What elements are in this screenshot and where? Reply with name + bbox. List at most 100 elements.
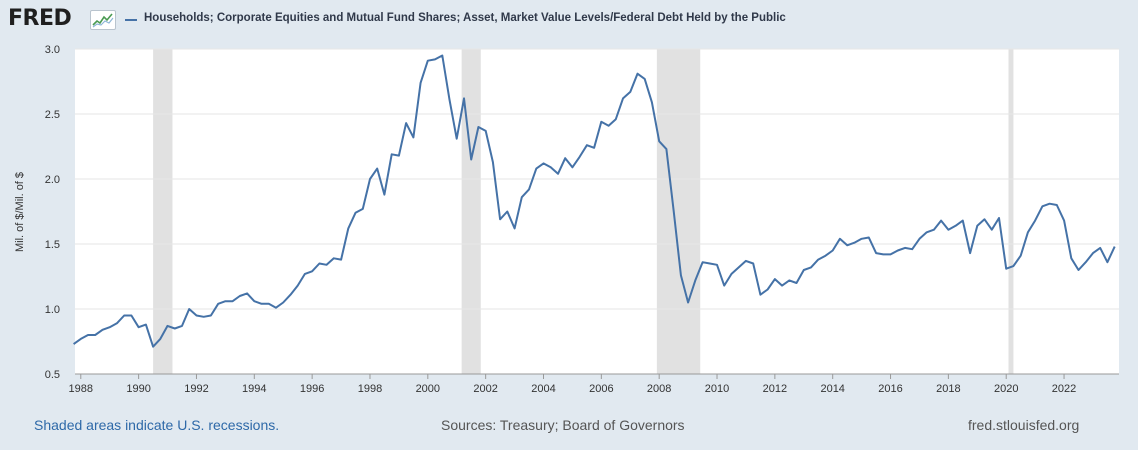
data-point [469, 157, 474, 162]
sources-text: Sources: Treasury; Board of Governors [441, 417, 685, 433]
x-tick-label: 2000 [416, 383, 440, 395]
data-point [736, 265, 741, 270]
data-point [700, 260, 705, 265]
data-point [404, 121, 409, 126]
data-point [266, 301, 271, 306]
data-point [1083, 260, 1088, 265]
data-point [975, 223, 980, 228]
data-point [548, 165, 553, 170]
x-tick-label: 2018 [936, 383, 960, 395]
data-point [1011, 264, 1016, 269]
data-point [649, 100, 654, 105]
data-point [180, 323, 185, 328]
data-point [1047, 201, 1052, 206]
data-point [382, 192, 387, 197]
data-point [317, 261, 322, 266]
data-point [461, 96, 466, 101]
data-point [1090, 251, 1095, 256]
x-tick-label: 1988 [69, 383, 93, 395]
x-tick-label: 2010 [705, 383, 729, 395]
data-point [1018, 253, 1023, 258]
y-tick-label: 0.5 [45, 369, 60, 381]
data-point [339, 257, 344, 262]
data-point [780, 283, 785, 288]
data-point [107, 325, 112, 330]
graph-icon [90, 10, 116, 30]
data-point [1054, 203, 1059, 208]
x-tick-label: 2008 [647, 383, 671, 395]
data-point [946, 227, 951, 232]
data-point [411, 135, 416, 140]
data-point [1098, 245, 1103, 250]
data-point [114, 321, 119, 326]
chart-header: FRED Households; Corporate Equities and … [0, 0, 1138, 40]
y-axis-ticks: 0.5 1.0 1.5 2.0 2.5 3.0 [45, 44, 60, 381]
recession-band [153, 49, 173, 374]
data-point [498, 217, 503, 222]
site-link[interactable]: fred.stlouisfed.org [968, 417, 1080, 433]
legend-series-label[interactable]: Households; Corporate Equities and Mutua… [144, 12, 786, 24]
x-tick-label: 2004 [531, 383, 555, 395]
data-point [678, 273, 683, 278]
data-point [939, 218, 944, 223]
data-point [917, 236, 922, 241]
data-point [606, 123, 611, 128]
data-point [86, 333, 91, 338]
data-point [476, 125, 481, 130]
data-point [686, 300, 691, 305]
data-point [527, 187, 532, 192]
data-point [512, 226, 517, 231]
x-tick-label: 1996 [300, 383, 324, 395]
y-tick-label: 3.0 [45, 44, 60, 56]
data-point [252, 299, 257, 304]
data-point [1040, 204, 1045, 209]
data-point [208, 313, 213, 318]
data-point [866, 235, 871, 240]
data-point [1105, 260, 1110, 265]
data-point [830, 248, 835, 253]
data-point [881, 252, 886, 257]
data-point [93, 333, 98, 338]
data-point [837, 236, 842, 241]
data-point [859, 236, 864, 241]
data-point [671, 208, 676, 213]
data-point [360, 206, 365, 211]
data-point [642, 76, 647, 81]
y-tick-label: 1.5 [45, 239, 60, 251]
data-point [845, 243, 850, 248]
data-point [888, 252, 893, 257]
data-point [122, 313, 127, 318]
data-point [288, 292, 293, 297]
data-point [599, 119, 604, 124]
x-tick-label: 2002 [473, 383, 497, 395]
data-point [129, 313, 134, 318]
data-point [440, 53, 445, 58]
data-point [924, 230, 929, 235]
data-point [187, 307, 192, 312]
recession-shading [153, 49, 1014, 374]
data-point [324, 262, 329, 267]
y-tick-label: 2.0 [45, 174, 60, 186]
series-line[interactable] [73, 54, 1116, 348]
data-point [433, 57, 438, 62]
data-point [722, 283, 727, 288]
fred-logo[interactable]: FRED [8, 6, 72, 31]
data-point [982, 217, 987, 222]
data-point [71, 342, 76, 347]
data-point [910, 247, 915, 252]
data-point [1076, 268, 1081, 273]
chart-area: 0.51.01.52.02.53.0 1988 1990 1992 1994 1996 1… [45, 44, 1119, 395]
data-point [628, 89, 633, 94]
data-point [158, 336, 163, 341]
data-point [729, 271, 734, 276]
data-point [996, 216, 1001, 221]
recession-band [656, 49, 701, 374]
data-point [874, 251, 879, 256]
recession-note-link[interactable]: Shaded areas indicate U.S. recessions. [34, 417, 280, 433]
data-point [237, 294, 242, 299]
data-point [555, 171, 560, 176]
data-point [823, 253, 828, 258]
x-tick-label: 2012 [763, 383, 787, 395]
recession-band [461, 49, 481, 374]
data-point [816, 257, 821, 262]
